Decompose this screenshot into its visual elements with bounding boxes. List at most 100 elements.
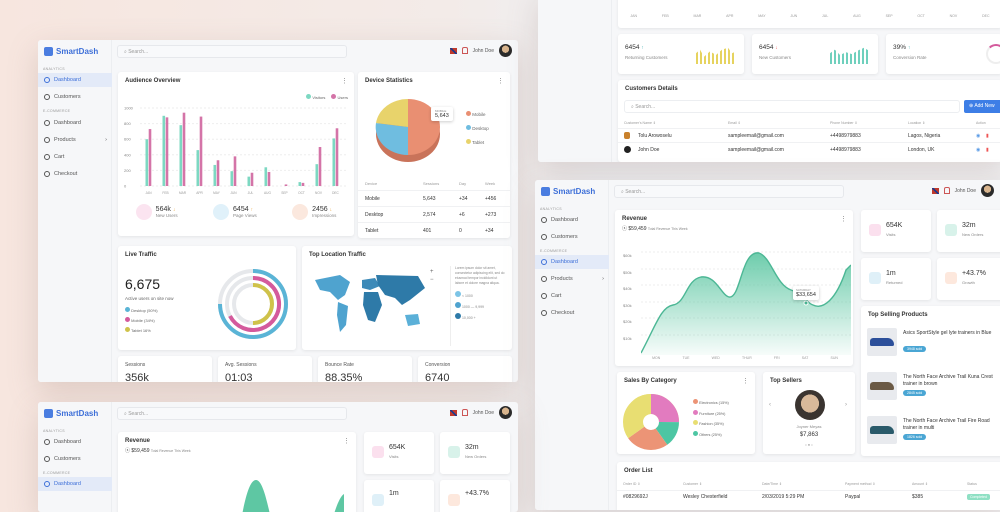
sidebar-item-ecommerce-dashboard[interactable]: Dashboard bbox=[38, 477, 112, 491]
search-input[interactable]: ⌕ Search... bbox=[117, 45, 347, 58]
sold-badge: 1826 sold bbox=[903, 434, 927, 440]
bell-icon[interactable] bbox=[943, 187, 950, 194]
card-title: Revenue bbox=[125, 438, 151, 444]
quick-stat-growth: +43.7% bbox=[440, 480, 510, 512]
search-icon: ⌕ bbox=[621, 189, 626, 195]
user-menu[interactable]: John Doe bbox=[449, 406, 512, 419]
sidebar-item-cart[interactable]: Cart bbox=[38, 150, 112, 164]
zoom-out-button[interactable]: − bbox=[430, 277, 434, 283]
prev-seller-button[interactable]: ‹ bbox=[769, 402, 771, 408]
more-menu-icon[interactable]: ⋮ bbox=[497, 78, 504, 85]
sidebar-item-products[interactable]: Products › bbox=[535, 272, 609, 286]
more-menu-icon[interactable]: ⋮ bbox=[742, 378, 749, 385]
dollar-icon: ⓢ bbox=[125, 448, 131, 454]
uk-flag-icon[interactable] bbox=[449, 47, 457, 54]
section-label: E-COMMERCE bbox=[43, 109, 71, 113]
uk-flag-icon[interactable] bbox=[449, 409, 457, 416]
sidebar-item-customers[interactable]: Customers bbox=[38, 90, 112, 104]
revenue-area-chart bbox=[242, 480, 344, 512]
order-list-card: Order List Order ID ⇕ Customer ⇕ Date/Time… bbox=[617, 462, 1000, 510]
stat-page-views: 6454 ↑ Page Views bbox=[213, 204, 257, 220]
uk-flag-icon[interactable] bbox=[931, 187, 939, 194]
eye-icon bbox=[213, 204, 230, 220]
sales-donut-chart bbox=[623, 394, 679, 450]
sidebar-item-cart[interactable]: Cart bbox=[535, 289, 609, 303]
avatar[interactable] bbox=[499, 44, 512, 57]
bell-icon[interactable] bbox=[461, 409, 468, 416]
search-input[interactable]: ⌕ Search... bbox=[117, 407, 347, 420]
delete-icon[interactable]: ▮ bbox=[986, 132, 989, 139]
card-title: Top Location Traffic bbox=[309, 252, 366, 258]
live-users-count: 6,675 bbox=[125, 276, 161, 292]
mini-conversion-rate: 39% ↑ Conversion Rate bbox=[886, 34, 1000, 74]
top-selling-products-card: Top Selling Products Asics SportStyle ge… bbox=[861, 306, 1000, 456]
zoom-in-button[interactable]: + bbox=[430, 269, 434, 275]
plus-icon: ⊕ bbox=[969, 103, 975, 109]
sidebar-item-checkout[interactable]: Checkout bbox=[535, 306, 609, 320]
device-pie-chart bbox=[375, 98, 440, 162]
product-image bbox=[867, 416, 897, 444]
checkout-icon bbox=[44, 171, 50, 177]
svg-text:0: 0 bbox=[124, 184, 127, 189]
svg-text:OCT: OCT bbox=[298, 191, 305, 195]
stat-new-users: 564k ↓ New Users bbox=[135, 204, 178, 220]
refresh-icon bbox=[869, 272, 881, 284]
cart-icon bbox=[44, 154, 50, 160]
sidebar-item-checkout[interactable]: Checkout bbox=[38, 167, 112, 181]
quick-stat-new-orders: 32m New Orders bbox=[440, 432, 510, 474]
table-row: Tablet 401 0 +34 bbox=[358, 222, 510, 238]
table-row: Mobile 5,643 +34 +456 bbox=[358, 190, 510, 206]
view-icon[interactable]: ◉ bbox=[976, 132, 981, 139]
bell-icon[interactable] bbox=[461, 47, 468, 54]
product-image bbox=[867, 372, 897, 400]
app-logo: SmartDash bbox=[44, 47, 98, 56]
dashboard-icon bbox=[541, 259, 547, 265]
kpi-bounce-rate: Bounce Rate 88.35% bbox=[318, 356, 412, 382]
add-new-button[interactable]: ⊕ Add New bbox=[964, 100, 1000, 113]
sidebar-item-dashboard[interactable]: Dashboard bbox=[535, 213, 609, 227]
product-name[interactable]: The North Face Archive Trail Fire Road t… bbox=[903, 418, 990, 431]
sidebar-item-ecommerce-dashboard[interactable]: Dashboard bbox=[535, 255, 609, 269]
globe-icon bbox=[869, 224, 881, 236]
delete-icon[interactable]: ▮ bbox=[986, 146, 989, 153]
sold-badge: 2845 sold bbox=[903, 390, 927, 396]
view-icon[interactable]: ◉ bbox=[976, 146, 981, 153]
status-badge: Completed bbox=[967, 493, 990, 500]
card-title: Audience Overview bbox=[125, 78, 181, 84]
svg-text:400: 400 bbox=[124, 152, 131, 157]
customers-icon bbox=[541, 234, 547, 240]
user-menu[interactable]: John Doe bbox=[931, 184, 994, 197]
products-icon bbox=[541, 276, 547, 282]
search-input[interactable]: ⌕ Search... bbox=[614, 185, 844, 198]
more-menu-icon[interactable]: ⋮ bbox=[343, 438, 350, 445]
user-menu[interactable]: John Doe bbox=[449, 44, 512, 57]
sidebar bbox=[538, 0, 612, 162]
sidebar-item-dashboard[interactable]: Dashboard bbox=[38, 435, 112, 449]
product-name[interactable]: The North Face Archive Trail Kuna Crest … bbox=[903, 374, 993, 387]
card-title: Sales By Category bbox=[624, 378, 677, 384]
sidebar-item-ecommerce-dashboard[interactable]: Dashboard bbox=[38, 116, 112, 130]
carousel-dots[interactable]: • ● • bbox=[805, 442, 813, 447]
more-menu-icon[interactable]: ⋮ bbox=[341, 78, 348, 85]
revenue-area-chart bbox=[641, 251, 851, 355]
next-seller-button[interactable]: › bbox=[845, 402, 847, 408]
revenue-total: ⓢ $59,459 Total Revenue This Week bbox=[622, 226, 688, 232]
section-label: E-COMMERCE bbox=[540, 249, 568, 253]
pie-legend: Mobile Desktop Tablet bbox=[466, 108, 489, 150]
sidebar-item-products[interactable]: Products › bbox=[38, 133, 112, 147]
sidebar-item-customers[interactable]: Customers bbox=[535, 230, 609, 244]
svg-text:MAR: MAR bbox=[179, 191, 187, 195]
sidebar: SmartDash ANALYTICS Dashboard Customers … bbox=[38, 402, 112, 512]
avatar[interactable] bbox=[499, 406, 512, 419]
more-menu-icon[interactable]: ⋮ bbox=[840, 216, 847, 223]
product-name[interactable]: Asics SportStyle gel lyte trainers in Bl… bbox=[903, 330, 992, 336]
card-title: Device Statistics bbox=[365, 78, 413, 84]
customer-search-input[interactable]: ⌕ Search... bbox=[624, 100, 960, 113]
revenue-tooltip: SATURDAY $33,654 bbox=[793, 286, 819, 300]
conversion-ring bbox=[986, 44, 1000, 64]
avatar[interactable] bbox=[981, 184, 994, 197]
table-row: #0829692J Wesley Chesterfield 2/03/2019 5:… bbox=[617, 490, 1000, 502]
sidebar-item-customers[interactable]: Customers bbox=[38, 452, 112, 466]
world-map bbox=[315, 275, 425, 332]
sidebar-item-dashboard[interactable]: Dashboard bbox=[38, 73, 112, 87]
